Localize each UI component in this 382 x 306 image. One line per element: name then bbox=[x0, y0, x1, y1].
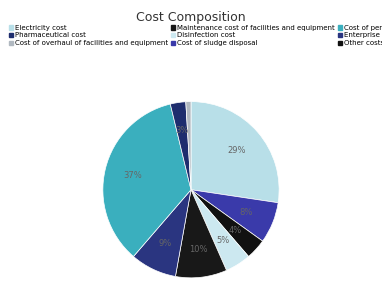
Text: 29%: 29% bbox=[227, 146, 246, 155]
Wedge shape bbox=[191, 190, 278, 241]
Wedge shape bbox=[175, 190, 227, 278]
Text: Cost Composition: Cost Composition bbox=[136, 11, 246, 24]
Text: 4%: 4% bbox=[228, 226, 242, 235]
Text: 5%: 5% bbox=[216, 236, 230, 245]
Wedge shape bbox=[170, 102, 191, 190]
Text: 3%: 3% bbox=[175, 126, 189, 135]
Text: 8%: 8% bbox=[240, 208, 253, 217]
Legend: Electricity cost, Pharmaceutical cost, Cost of overhaul of facilities and equipm: Electricity cost, Pharmaceutical cost, C… bbox=[7, 23, 382, 48]
Wedge shape bbox=[133, 190, 191, 276]
Wedge shape bbox=[191, 190, 262, 256]
Wedge shape bbox=[191, 102, 279, 203]
Wedge shape bbox=[191, 190, 249, 271]
Wedge shape bbox=[186, 102, 191, 190]
Text: 9%: 9% bbox=[159, 239, 172, 248]
Text: 10%: 10% bbox=[189, 245, 207, 254]
Wedge shape bbox=[103, 104, 191, 256]
Text: 37%: 37% bbox=[123, 171, 142, 180]
